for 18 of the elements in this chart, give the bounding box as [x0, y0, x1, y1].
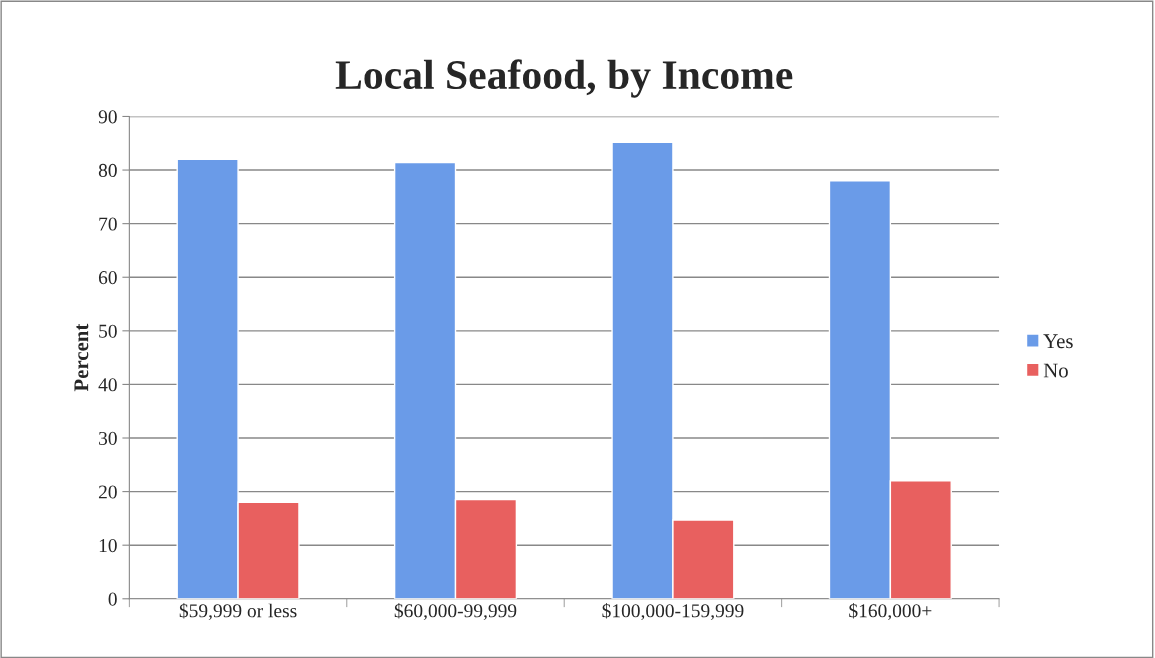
chart-title: Local Seafood, by Income [335, 59, 793, 98]
x-tick-label: $59,999 or less [179, 603, 297, 621]
y-tick-label: 90 [98, 110, 117, 124]
y-tick-label: 30 [99, 431, 117, 445]
x-tick-label: $60,000-99,999 [394, 603, 517, 621]
y-axis-title: Percent [74, 323, 89, 392]
y-tick-label: 10 [99, 539, 117, 553]
y-tick-label: 70 [99, 217, 117, 231]
x-tick-label: $100,000-159,999 [602, 603, 744, 621]
legend-label: No [1043, 363, 1068, 378]
y-tick-label: 40 [98, 378, 117, 392]
y-tick-label: 50 [99, 324, 117, 338]
y-tick-label: 20 [98, 485, 117, 499]
y-tick-label: 60 [98, 271, 117, 285]
y-tick-label: 80 [98, 163, 117, 177]
x-tick-label: $160,000+ [849, 603, 932, 621]
y-tick-label: 0 [108, 592, 117, 606]
legend-label: Yes [1043, 334, 1073, 349]
